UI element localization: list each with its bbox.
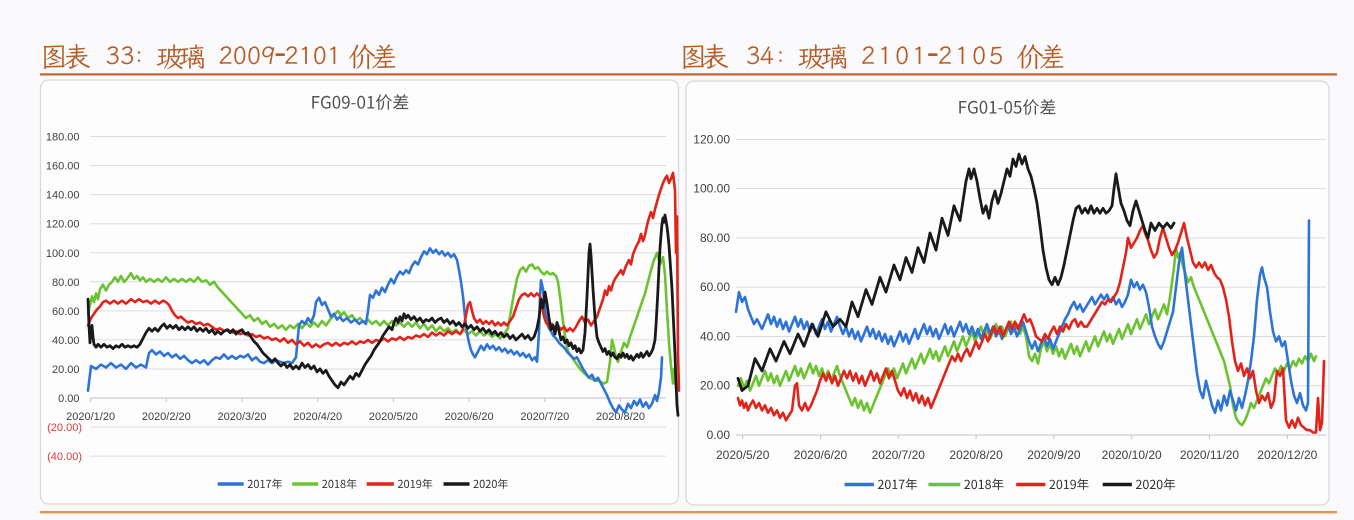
svg-text:60.00: 60.00 (700, 280, 730, 294)
svg-text:2020/2/20: 2020/2/20 (142, 411, 191, 423)
svg-text:60.00: 60.00 (52, 306, 80, 318)
svg-text:2020/4/20: 2020/4/20 (293, 411, 342, 423)
svg-text:2020/1/20: 2020/1/20 (66, 411, 115, 423)
svg-text:0.00: 0.00 (707, 428, 731, 442)
svg-text:20.00: 20.00 (52, 364, 80, 376)
svg-text:2020/5/20: 2020/5/20 (716, 448, 770, 462)
svg-text:140.00: 140.00 (46, 190, 80, 202)
svg-text:2020/7/20: 2020/7/20 (520, 411, 569, 423)
svg-text:120.00: 120.00 (693, 132, 730, 146)
svg-text:(20.00): (20.00) (47, 422, 82, 434)
svg-text:2020/10/20: 2020/10/20 (1102, 448, 1162, 462)
svg-text:160.00: 160.00 (46, 161, 80, 173)
svg-text:40.00: 40.00 (52, 335, 80, 347)
svg-text:40.00: 40.00 (700, 329, 730, 343)
svg-text:2020/5/20: 2020/5/20 (369, 411, 418, 423)
svg-text:0.00: 0.00 (58, 393, 79, 405)
svg-text:2020/7/20: 2020/7/20 (872, 448, 926, 462)
svg-text:100.00: 100.00 (46, 248, 80, 260)
svg-text:2020/9/20: 2020/9/20 (1027, 448, 1081, 462)
svg-text:2020/3/20: 2020/3/20 (218, 411, 267, 423)
svg-text:2020/6/20: 2020/6/20 (794, 448, 848, 462)
svg-text:2020/8/20: 2020/8/20 (949, 448, 1003, 462)
svg-text:180.00: 180.00 (46, 132, 80, 144)
svg-text:100.00: 100.00 (693, 182, 730, 196)
svg-text:2020/8/20: 2020/8/20 (596, 411, 645, 423)
svg-text:120.00: 120.00 (46, 219, 80, 231)
svg-text:20.00: 20.00 (700, 379, 730, 393)
svg-text:80.00: 80.00 (52, 277, 80, 289)
svg-text:2020/11/20: 2020/11/20 (1180, 448, 1239, 462)
svg-text:2020/12/20: 2020/12/20 (1257, 448, 1317, 462)
svg-text:2020/6/20: 2020/6/20 (445, 411, 494, 423)
svg-text:80.00: 80.00 (700, 231, 730, 245)
svg-text:(40.00): (40.00) (47, 451, 82, 463)
